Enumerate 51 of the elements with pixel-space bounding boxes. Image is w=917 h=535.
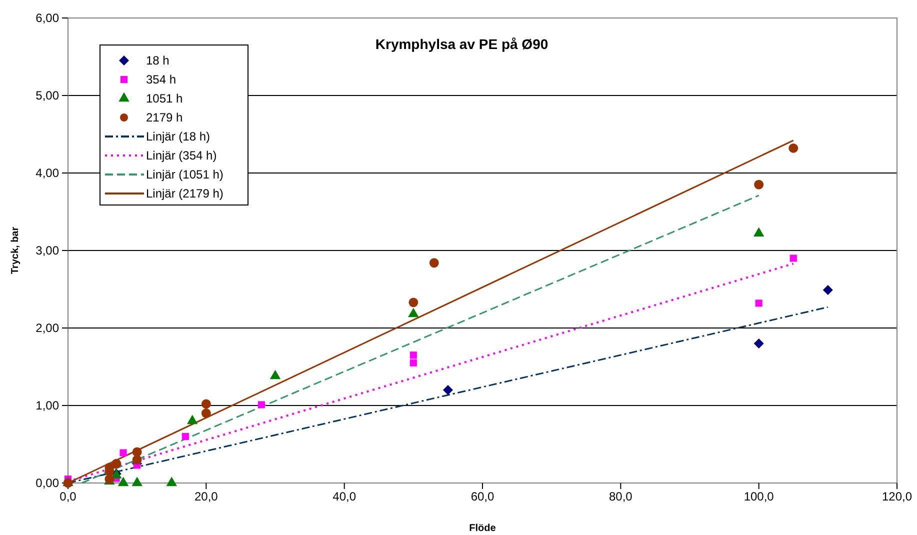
legend-label: 2179 h [146,110,183,124]
point [442,385,453,395]
y-tick-label: 4,00 [36,166,60,180]
point [258,401,265,408]
y-tick-label: 5,00 [36,88,60,102]
point [112,458,122,468]
point [788,143,798,153]
x-tick-label: 80,0 [608,490,633,504]
legend-label: 1051 h [146,92,183,106]
y-tick-label: 1,00 [36,398,60,412]
point [410,359,417,366]
point [410,352,417,359]
point [429,258,439,268]
point [132,455,142,464]
point [790,254,797,262]
x-tick-label: 120,0 [882,490,912,504]
point [754,180,764,190]
point [753,227,764,237]
point [201,399,211,409]
y-tick-label: 3,00 [36,243,60,258]
y-tick-label: 2,00 [36,320,60,335]
point [118,476,129,486]
legend-label: 354 h [146,72,176,86]
y-axis-title: Tryck, bar [10,226,21,274]
point [822,285,833,296]
text: Krymphylsa av PE på Ø90 [375,36,548,52]
point [408,298,418,308]
legend-label: 18 h [146,54,170,68]
legend-label: Linjär (18 h) [146,130,210,144]
point [186,414,198,424]
x-tick-label: 100,0 [744,490,774,504]
point [132,476,142,486]
x-axis-title: Flöde [469,523,496,534]
legend-label: Linjär (354 h) [146,148,217,162]
point [408,308,419,318]
point [132,447,142,457]
x-tick-label: 40,0 [332,490,356,504]
x-tick-label: 60,0 [470,490,494,504]
y-tick-label: 0,00 [36,476,60,490]
point [201,408,211,418]
point [755,300,762,307]
x-tick-label: 0,0 [60,490,77,504]
legend-label: Linjär (1051 h) [146,168,224,182]
point [270,370,281,380]
point [754,338,764,348]
point [120,449,127,456]
legend-label: Linjär (2179 h) [146,186,224,200]
point [182,432,189,440]
point [166,476,177,486]
x-tick-label: 20,0 [194,490,218,504]
y-tick-label: 6,00 [36,10,60,25]
